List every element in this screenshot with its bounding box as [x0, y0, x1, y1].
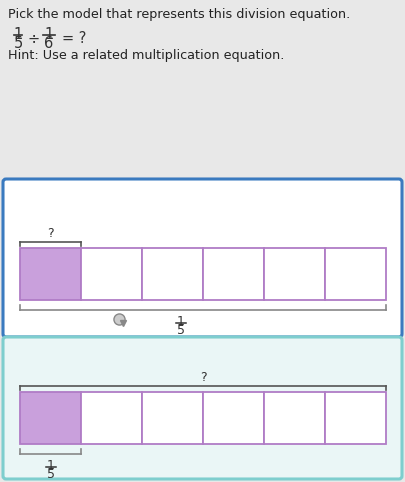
Text: 1: 1: [45, 27, 53, 42]
Bar: [264, 248, 325, 300]
Text: Hint: Use a related multiplication equation.: Hint: Use a related multiplication equat…: [8, 49, 284, 62]
Text: 6: 6: [45, 36, 53, 51]
Bar: [264, 392, 325, 444]
Bar: [81, 248, 142, 300]
Text: 1: 1: [13, 27, 23, 42]
Text: 5: 5: [47, 468, 55, 481]
Bar: [81, 392, 142, 444]
Text: 1: 1: [47, 459, 54, 472]
Bar: [20, 248, 81, 300]
Bar: [325, 248, 386, 300]
Text: 5: 5: [177, 324, 185, 337]
Text: 1: 1: [177, 315, 185, 328]
Text: ÷: ÷: [28, 31, 40, 46]
Bar: [142, 392, 203, 444]
FancyBboxPatch shape: [3, 337, 402, 479]
Bar: [203, 392, 264, 444]
Text: 5: 5: [13, 36, 23, 51]
Text: = ?: = ?: [62, 31, 86, 46]
Bar: [203, 248, 264, 300]
Text: Pick the model that represents this division equation.: Pick the model that represents this divi…: [8, 8, 350, 21]
Text: ?: ?: [200, 371, 206, 384]
Bar: [20, 392, 81, 444]
Bar: [325, 392, 386, 444]
Bar: [142, 248, 203, 300]
Text: ?: ?: [47, 227, 54, 240]
FancyBboxPatch shape: [3, 179, 402, 337]
